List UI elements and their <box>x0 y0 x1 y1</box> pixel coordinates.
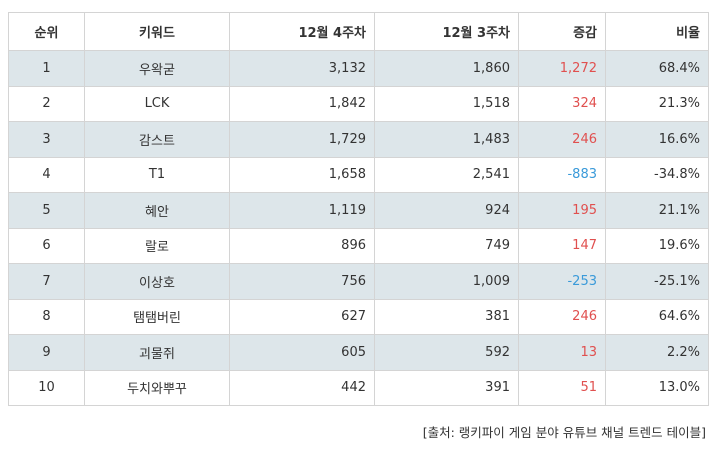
table-body: 1 우왁굳 3,132 1,860 1,272 68.4% 2 LCK 1,842 1,518 32… <box>8 50 709 406</box>
cell-rank: 4 <box>8 156 85 193</box>
header-row: 순위 키워드 12월 4주차 12월 3주차 증감 비율 <box>8 12 709 51</box>
table-row: 5 혜안 1,119 924 195 21.1% <box>8 192 709 229</box>
cell-rank: 7 <box>8 263 85 300</box>
cell-week4: 1,729 <box>229 121 375 158</box>
cell-week3: 1,860 <box>374 50 519 87</box>
source-caption: [출처: 랭키파이 게임 분야 유튜브 채널 트렌드 테이블] <box>422 425 706 440</box>
cell-rank: 3 <box>8 121 85 158</box>
cell-change: 246 <box>518 121 606 158</box>
cell-rank: 10 <box>8 369 85 406</box>
keyword-ranking-table: 순위 키워드 12월 4주차 12월 3주차 증감 비율 1 우왁굳 3,132 1,… <box>8 12 709 406</box>
cell-week3: 1,483 <box>374 121 519 158</box>
header-week4: 12월 4주차 <box>229 12 375 51</box>
cell-keyword: 랄로 <box>84 227 230 264</box>
cell-ratio: 64.6% <box>605 298 709 335</box>
cell-keyword: T1 <box>84 156 230 193</box>
cell-change: 195 <box>518 192 606 229</box>
cell-ratio: 21.1% <box>605 192 709 229</box>
cell-change: 324 <box>518 85 606 122</box>
table-row: 9 괴물쥐 605 592 13 2.2% <box>8 334 709 371</box>
cell-change: -253 <box>518 263 606 300</box>
cell-week4: 1,119 <box>229 192 375 229</box>
cell-ratio: -25.1% <box>605 263 709 300</box>
cell-keyword: LCK <box>84 85 230 122</box>
cell-rank: 5 <box>8 192 85 229</box>
cell-ratio: 13.0% <box>605 369 709 406</box>
cell-week3: 2,541 <box>374 156 519 193</box>
table-row: 1 우왁굳 3,132 1,860 1,272 68.4% <box>8 50 709 87</box>
cell-keyword: 이상호 <box>84 263 230 300</box>
cell-change: 147 <box>518 227 606 264</box>
cell-week3: 1,518 <box>374 85 519 122</box>
cell-week4: 756 <box>229 263 375 300</box>
cell-week4: 1,658 <box>229 156 375 193</box>
header-week3: 12월 3주차 <box>374 12 519 51</box>
table-row: 4 T1 1,658 2,541 -883 -34.8% <box>8 156 709 193</box>
cell-ratio: 68.4% <box>605 50 709 87</box>
cell-change: 246 <box>518 298 606 335</box>
cell-keyword: 두치와뿌꾸 <box>84 369 230 406</box>
cell-keyword: 괴물쥐 <box>84 334 230 371</box>
cell-keyword: 탬탬버린 <box>84 298 230 335</box>
cell-rank: 1 <box>8 50 85 87</box>
cell-week3: 749 <box>374 227 519 264</box>
cell-change: -883 <box>518 156 606 193</box>
cell-keyword: 우왁굳 <box>84 50 230 87</box>
cell-week3: 1,009 <box>374 263 519 300</box>
table-row: 7 이상호 756 1,009 -253 -25.1% <box>8 263 709 300</box>
table-row: 3 감스트 1,729 1,483 246 16.6% <box>8 121 709 158</box>
cell-week3: 391 <box>374 369 519 406</box>
cell-week4: 896 <box>229 227 375 264</box>
header-change: 증감 <box>518 12 606 51</box>
cell-week4: 605 <box>229 334 375 371</box>
cell-week4: 1,842 <box>229 85 375 122</box>
cell-keyword: 혜안 <box>84 192 230 229</box>
cell-rank: 6 <box>8 227 85 264</box>
cell-ratio: 21.3% <box>605 85 709 122</box>
cell-rank: 2 <box>8 85 85 122</box>
cell-change: 1,272 <box>518 50 606 87</box>
cell-rank: 8 <box>8 298 85 335</box>
cell-week3: 592 <box>374 334 519 371</box>
cell-week3: 381 <box>374 298 519 335</box>
cell-week3: 924 <box>374 192 519 229</box>
cell-change: 13 <box>518 334 606 371</box>
cell-week4: 3,132 <box>229 50 375 87</box>
table-row: 6 랄로 896 749 147 19.6% <box>8 227 709 264</box>
cell-ratio: -34.8% <box>605 156 709 193</box>
cell-ratio: 16.6% <box>605 121 709 158</box>
cell-ratio: 2.2% <box>605 334 709 371</box>
table-row: 8 탬탬버린 627 381 246 64.6% <box>8 298 709 335</box>
cell-rank: 9 <box>8 334 85 371</box>
cell-ratio: 19.6% <box>605 227 709 264</box>
cell-week4: 442 <box>229 369 375 406</box>
cell-week4: 627 <box>229 298 375 335</box>
cell-change: 51 <box>518 369 606 406</box>
cell-keyword: 감스트 <box>84 121 230 158</box>
header-rank: 순위 <box>8 12 85 51</box>
table-row: 2 LCK 1,842 1,518 324 21.3% <box>8 85 709 122</box>
ranking-table-container: 순위 키워드 12월 4주차 12월 3주차 증감 비율 1 우왁굳 3,132 1,… <box>8 12 709 406</box>
header-keyword: 키워드 <box>84 12 230 51</box>
table-row: 10 두치와뿌꾸 442 391 51 13.0% <box>8 369 709 406</box>
table-header: 순위 키워드 12월 4주차 12월 3주차 증감 비율 <box>8 12 709 51</box>
header-ratio: 비율 <box>605 12 709 51</box>
